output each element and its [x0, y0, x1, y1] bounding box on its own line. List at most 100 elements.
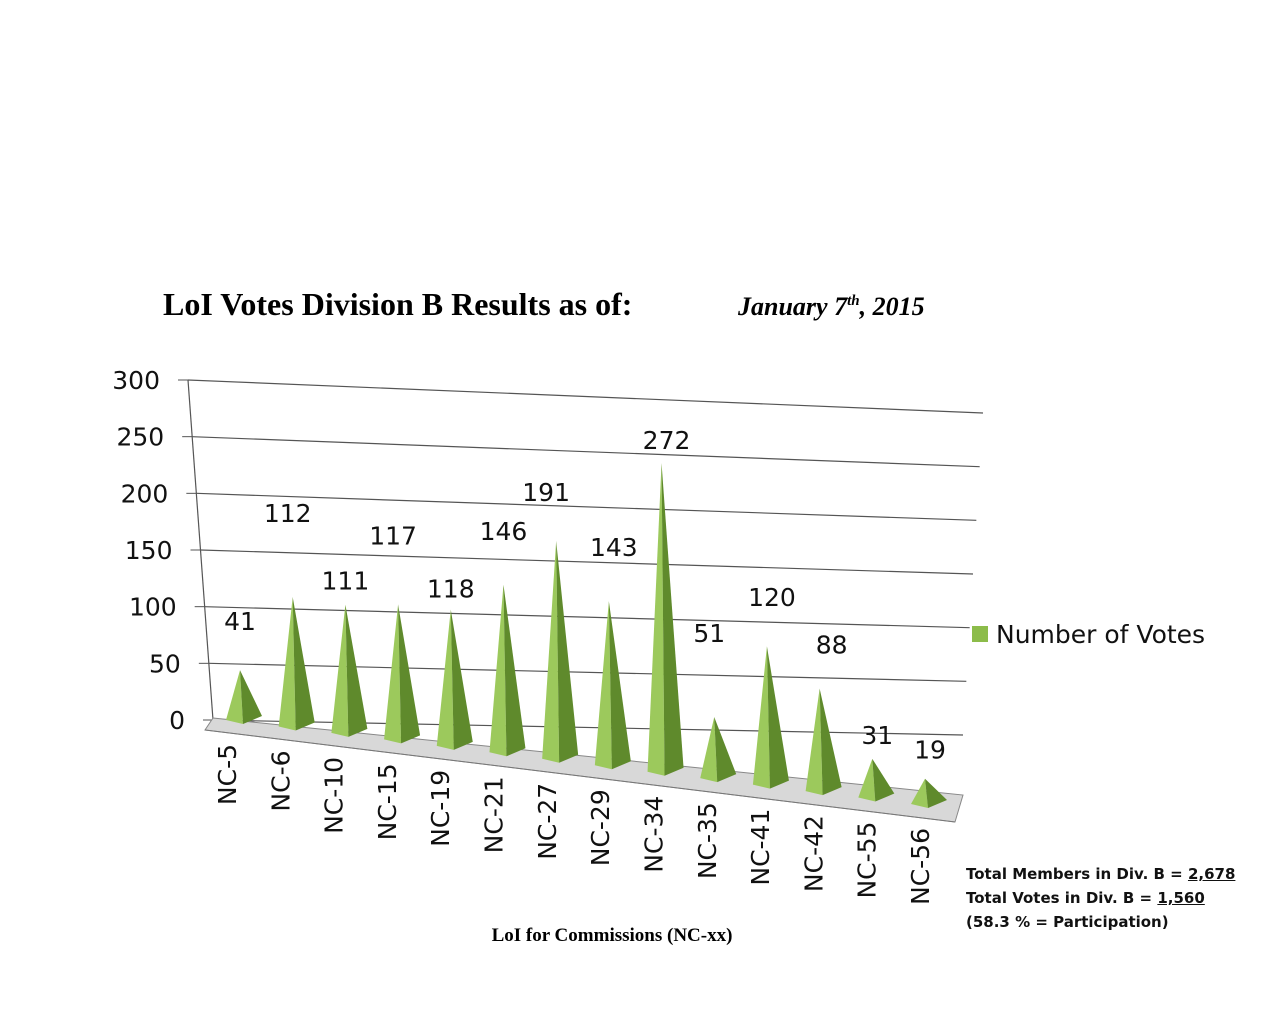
x-tick-label: NC-42: [799, 815, 828, 892]
bar-NC-21: [489, 584, 526, 757]
x-tick-label: NC-34: [639, 796, 668, 873]
bar-NC-15: [384, 604, 421, 744]
total-votes: Total Votes in Div. B = 1,560: [966, 886, 1235, 910]
data-label: 120: [748, 583, 796, 612]
bar-NC-27: [542, 540, 579, 763]
y-axis: [187, 379, 214, 721]
bar-face-light: [911, 778, 928, 808]
gridline: [208, 662, 967, 682]
bar-NC-35: [700, 717, 737, 783]
data-label: 146: [480, 517, 528, 546]
data-label: 191: [522, 478, 570, 507]
bar-face-light: [384, 604, 402, 744]
x-tick-label: NC-35: [693, 802, 722, 879]
members-label: Total Members in Div. B =: [966, 865, 1188, 883]
bar-face-dark: [819, 688, 842, 796]
y-tick-label: 0: [169, 706, 185, 735]
bar-face-dark: [503, 584, 526, 757]
bar-face-dark: [925, 778, 947, 808]
bar-face-light: [647, 463, 665, 776]
bar-face-light: [542, 540, 560, 763]
bar-face-dark: [398, 604, 421, 744]
participation: (58.3 % = Participation): [966, 913, 1169, 931]
votes-label: Total Votes in Div. B =: [966, 889, 1158, 907]
legend-swatch: [972, 626, 988, 642]
bar-face-dark: [556, 540, 579, 763]
legend-label: Number of Votes: [996, 620, 1205, 649]
chart-title-date: January 7th, 2015: [737, 292, 925, 321]
x-axis: [204, 729, 956, 823]
x-tick-label: NC-27: [533, 783, 562, 860]
data-label: 41: [224, 607, 256, 636]
y-tick-label: 300: [112, 366, 160, 395]
y-tick-label: 50: [149, 649, 181, 678]
data-label: 31: [861, 721, 893, 750]
data-label: 117: [369, 521, 417, 550]
bar-face-dark: [872, 758, 895, 802]
gridline: [196, 492, 977, 521]
y-tick-label: 150: [125, 536, 173, 565]
bar-face-light: [752, 646, 770, 789]
data-label: 19: [914, 736, 946, 765]
bar-face-light: [226, 670, 243, 724]
bar-face-dark: [345, 604, 368, 737]
chart-title: LoI Votes Division B Results as of:: [163, 286, 632, 322]
bar-NC-10: [331, 604, 368, 737]
total-members: Total Members in Div. B = 2,678: [966, 862, 1235, 886]
bar-face-light: [700, 717, 718, 783]
bar-NC-19: [436, 609, 473, 750]
data-label: 88: [816, 631, 848, 660]
y-tick-label: 250: [116, 423, 164, 452]
data-label: 272: [643, 426, 691, 455]
x-tick-label: NC-29: [586, 789, 615, 866]
bar-NC-55: [858, 758, 895, 802]
x-tick-label: NC-56: [906, 828, 935, 905]
bar-NC-5: [226, 670, 262, 724]
x-axis-label: LoI for Commissions (NC-xx): [492, 925, 733, 946]
members-value: 2,678: [1187, 865, 1236, 883]
date-year: , 2015: [859, 292, 925, 321]
bar-face-dark: [766, 646, 789, 789]
bar-NC-41: [752, 646, 789, 789]
data-label: 111: [322, 567, 370, 596]
bar-face-light: [858, 758, 876, 802]
bar-NC-56: [911, 778, 947, 808]
x-tick-label: NC-6: [266, 750, 295, 811]
bar-NC-42: [805, 688, 842, 796]
bar-face-light: [278, 597, 296, 731]
summary-notes: Total Members in Div. B = 2,678 Total Vo…: [966, 862, 1235, 934]
bar-NC-29: [594, 601, 631, 770]
y-tick-label: 100: [129, 593, 177, 622]
votes-value: 1,560: [1157, 889, 1205, 907]
date-month-day: January 7: [737, 292, 848, 321]
bar-NC-6: [278, 597, 315, 731]
x-tick-label: NC-10: [320, 757, 349, 834]
gridline: [204, 606, 970, 629]
data-label: 143: [590, 533, 638, 562]
bar-face-dark: [450, 609, 473, 750]
x-tick-label: NC-15: [373, 763, 402, 840]
bar-face-light: [331, 604, 349, 737]
bar-NC-34: [647, 463, 684, 776]
bar-face-dark: [714, 717, 737, 783]
data-label: 118: [427, 575, 475, 604]
x-tick-label: NC-41: [746, 809, 775, 886]
x-tick-label: NC-19: [426, 770, 455, 847]
gridline: [192, 436, 980, 468]
bar-face-light: [805, 688, 823, 796]
bar-face-dark: [240, 670, 262, 724]
y-tick-label: 200: [121, 479, 169, 508]
bar-face-dark: [661, 463, 684, 776]
bar-face-light: [594, 601, 612, 770]
gridline: [200, 549, 974, 575]
bar-face-dark: [292, 597, 315, 731]
bar-face-dark: [608, 601, 631, 770]
bar-face-light: [489, 584, 507, 757]
data-label: 51: [693, 619, 725, 648]
x-tick-label: NC-21: [480, 776, 509, 853]
bar-face-light: [436, 609, 454, 750]
gridline: [187, 379, 984, 414]
x-tick-label: NC-5: [213, 744, 242, 805]
